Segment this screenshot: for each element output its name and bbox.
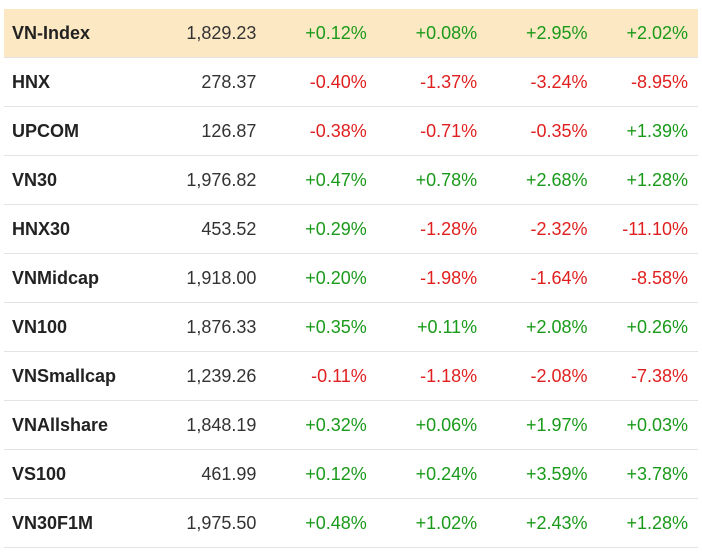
table-row[interactable]: HNX 278.37 -0.40% -1.37% -3.24% -8.95%: [4, 57, 698, 107]
change-4: +1.28%: [587, 155, 698, 205]
table-row[interactable]: VNAllshare 1,848.19 +0.32% +0.06% +1.97%…: [4, 400, 698, 450]
change-3: +2.43%: [477, 498, 588, 548]
change-2: -1.98%: [366, 253, 478, 303]
index-name: VNMidcap: [4, 253, 160, 303]
change-2: -1.37%: [366, 57, 478, 107]
change-1: -0.40%: [256, 57, 367, 107]
change-2: +0.78%: [366, 155, 478, 205]
index-value: 278.37: [159, 57, 257, 107]
table-row[interactable]: VN100 1,876.33 +0.35% +0.11% +2.08% +0.2…: [4, 302, 698, 352]
change-3: +1.97%: [477, 400, 588, 450]
change-2: +0.08%: [366, 9, 478, 58]
table-row[interactable]: VNSmallcap 1,239.26 -0.11% -1.18% -2.08%…: [4, 351, 698, 401]
change-3: -1.64%: [477, 253, 588, 303]
change-1: +0.35%: [256, 302, 367, 352]
change-3: -3.24%: [477, 57, 588, 107]
change-2: +0.06%: [366, 400, 478, 450]
change-2: -1.28%: [366, 204, 478, 254]
change-3: -0.35%: [477, 106, 588, 156]
index-name: VN30: [4, 155, 160, 205]
index-value: 1,239.26: [159, 351, 257, 401]
change-3: +3.59%: [477, 449, 588, 499]
change-2: +0.24%: [366, 449, 478, 499]
index-value: 453.52: [159, 204, 257, 254]
change-1: +0.29%: [256, 204, 367, 254]
change-4: +1.39%: [587, 106, 698, 156]
index-name: HNX30: [4, 204, 160, 254]
index-value: 461.99: [159, 449, 257, 499]
market-index-table: VN-Index 1,829.23 +0.12% +0.08% +2.95% +…: [4, 9, 698, 548]
table-row[interactable]: VN-Index 1,829.23 +0.12% +0.08% +2.95% +…: [4, 9, 698, 58]
change-2: -1.18%: [366, 351, 478, 401]
change-1: +0.48%: [256, 498, 367, 548]
index-name: VNAllshare: [4, 400, 160, 450]
index-value: 126.87: [159, 106, 257, 156]
table-row[interactable]: VNMidcap 1,918.00 +0.20% -1.98% -1.64% -…: [4, 253, 698, 303]
index-name: VN-Index: [4, 9, 160, 58]
change-4: +3.78%: [587, 449, 698, 499]
index-name: UPCOM: [4, 106, 160, 156]
change-4: +1.28%: [587, 498, 698, 548]
change-2: -0.71%: [366, 106, 478, 156]
change-1: -0.11%: [256, 351, 367, 401]
index-name: HNX: [4, 57, 160, 107]
change-3: +2.95%: [477, 9, 588, 58]
index-value: 1,829.23: [159, 9, 257, 58]
table-row[interactable]: HNX30 453.52 +0.29% -1.28% -2.32% -11.10…: [4, 204, 698, 254]
index-name: VNSmallcap: [4, 351, 160, 401]
change-3: -2.08%: [477, 351, 588, 401]
change-1: -0.38%: [256, 106, 367, 156]
change-4: -8.58%: [587, 253, 698, 303]
index-value: 1,848.19: [159, 400, 257, 450]
table-row[interactable]: VS100 461.99 +0.12% +0.24% +3.59% +3.78%: [4, 449, 698, 499]
index-value: 1,975.50: [159, 498, 257, 548]
change-1: +0.32%: [256, 400, 367, 450]
change-1: +0.20%: [256, 253, 367, 303]
change-4: -11.10%: [587, 204, 698, 254]
change-3: +2.68%: [477, 155, 588, 205]
change-1: +0.12%: [256, 9, 367, 58]
index-value: 1,918.00: [159, 253, 257, 303]
index-name: VS100: [4, 449, 160, 499]
change-4: +2.02%: [587, 9, 698, 58]
index-value: 1,976.82: [159, 155, 257, 205]
change-1: +0.47%: [256, 155, 367, 205]
change-3: -2.32%: [477, 204, 588, 254]
change-4: +0.26%: [587, 302, 698, 352]
change-2: +1.02%: [366, 498, 478, 548]
index-name: VN30F1M: [4, 498, 160, 548]
change-3: +2.08%: [477, 302, 588, 352]
table-row[interactable]: VN30 1,976.82 +0.47% +0.78% +2.68% +1.28…: [4, 155, 698, 205]
change-4: +0.03%: [587, 400, 698, 450]
change-4: -7.38%: [587, 351, 698, 401]
change-1: +0.12%: [256, 449, 367, 499]
table-row[interactable]: UPCOM 126.87 -0.38% -0.71% -0.35% +1.39%: [4, 106, 698, 156]
change-2: +0.11%: [366, 302, 478, 352]
index-value: 1,876.33: [159, 302, 257, 352]
change-4: -8.95%: [587, 57, 698, 107]
index-name: VN100: [4, 302, 160, 352]
table-row[interactable]: VN30F1M 1,975.50 +0.48% +1.02% +2.43% +1…: [4, 498, 698, 548]
